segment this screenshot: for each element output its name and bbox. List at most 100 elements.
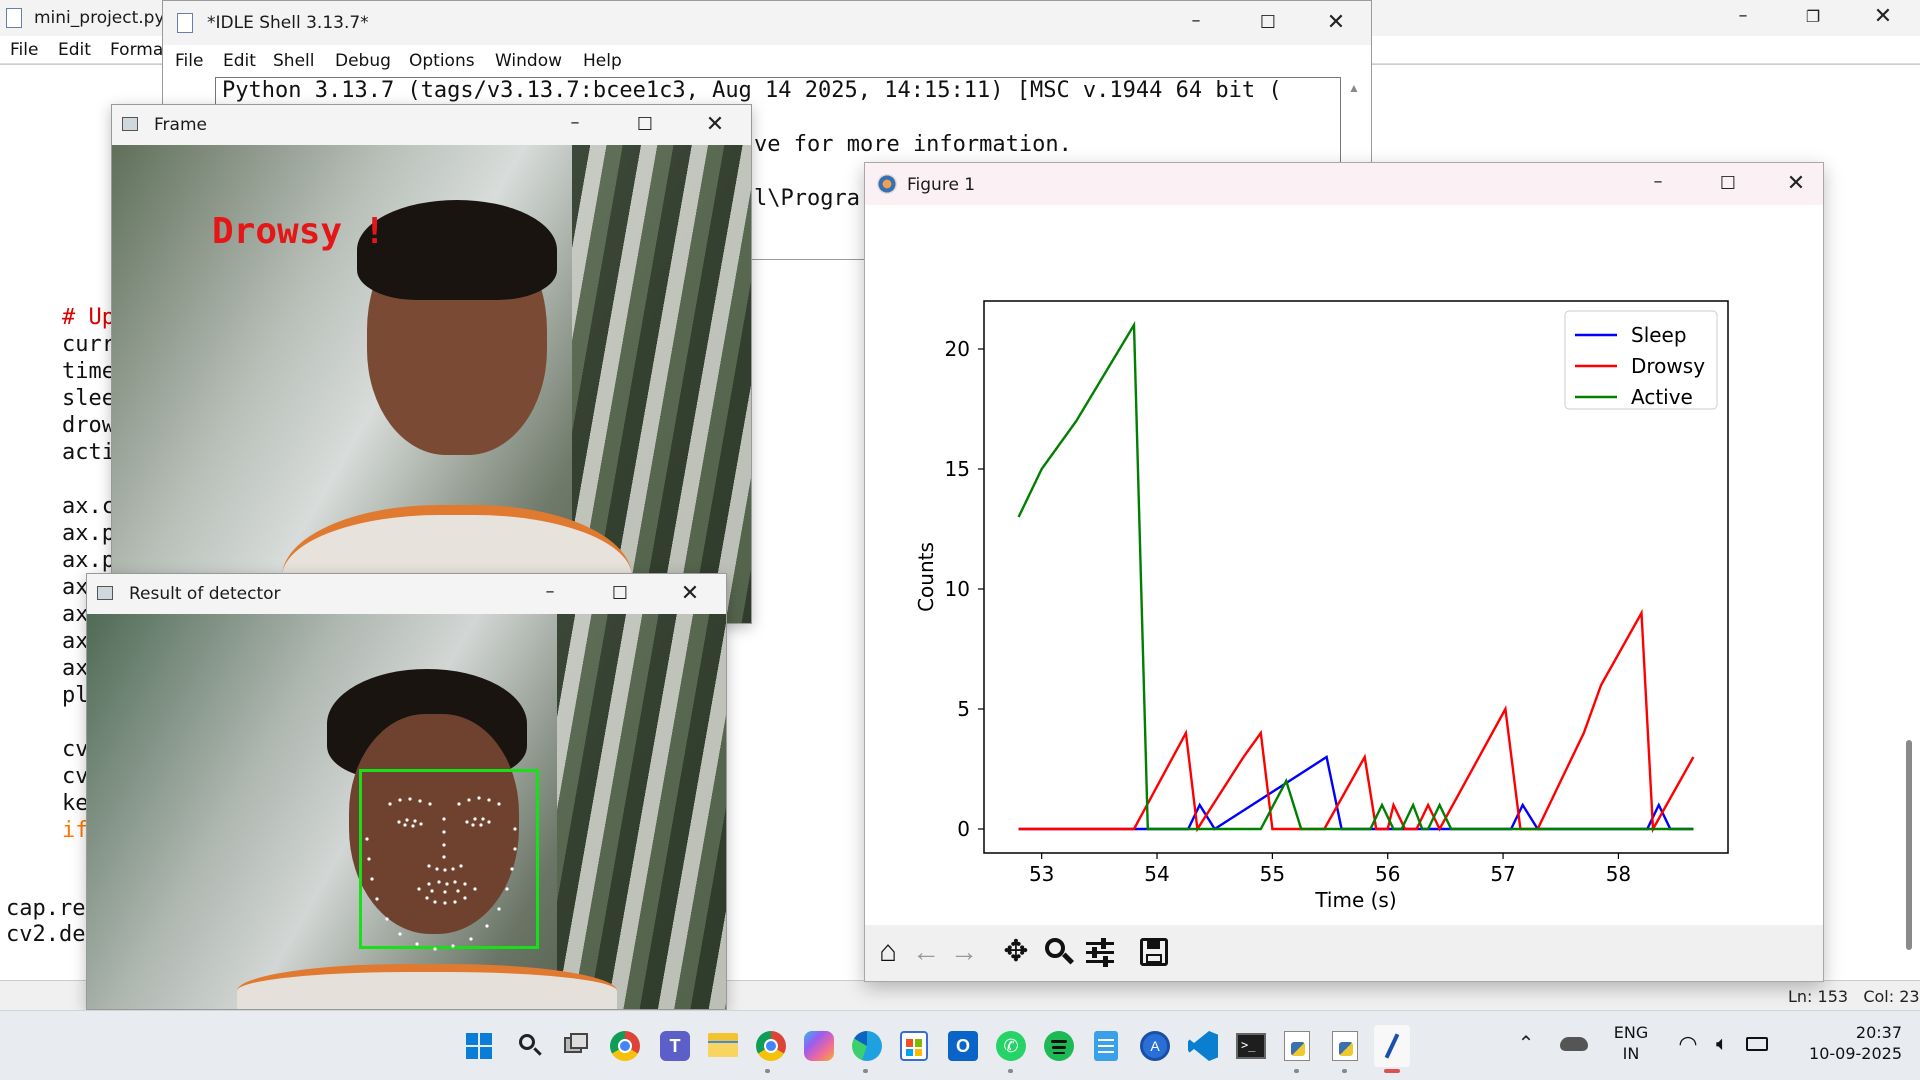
- y-tick-label: 20: [945, 337, 970, 361]
- pen-app-icon[interactable]: [1374, 1025, 1410, 1067]
- shell-minimize-button[interactable]: –: [1191, 10, 1201, 31]
- shell-file-icon: [177, 13, 193, 33]
- editor-code-line: time: [62, 359, 115, 384]
- shell-menu-window[interactable]: Window: [495, 51, 563, 71]
- volume-icon[interactable]: 🔈︎: [1716, 1033, 1728, 1055]
- figure-matplotlib-icon: [877, 174, 897, 194]
- search-icon[interactable]: [516, 1031, 546, 1061]
- detector-close-button[interactable]: ✕: [680, 581, 700, 606]
- battery-icon[interactable]: [1746, 1037, 1768, 1051]
- y-tick-label: 0: [957, 817, 970, 841]
- frame-maximize-button[interactable]: ☐: [636, 114, 654, 135]
- file-explorer-icon[interactable]: [708, 1033, 738, 1057]
- forward-icon[interactable]: →: [950, 936, 978, 967]
- home-icon[interactable]: ⌂: [878, 935, 898, 968]
- editor-menu-edit[interactable]: Edit: [58, 40, 91, 60]
- whatsapp-icon[interactable]: ✆: [996, 1031, 1026, 1061]
- teams-icon[interactable]: T: [660, 1031, 690, 1061]
- save-icon[interactable]: [1137, 935, 1171, 969]
- detector-person-head: [349, 714, 519, 934]
- chrome-profile-icon[interactable]: [756, 1031, 786, 1061]
- detector-minimize-button[interactable]: –: [545, 581, 555, 602]
- editor-code-line: cap.re: [6, 896, 86, 921]
- shell-close-button[interactable]: ✕: [1326, 10, 1346, 35]
- detector-window: Result of detector – ☐ ✕: [86, 573, 727, 1010]
- shell-scroll-up-arrow[interactable]: ▲: [1348, 81, 1360, 95]
- editor-code-line: cv: [62, 764, 89, 789]
- python-idle-icon[interactable]: [1284, 1031, 1310, 1061]
- language-indicator[interactable]: ENG IN: [1606, 1023, 1656, 1069]
- copilot-icon[interactable]: [804, 1031, 834, 1061]
- figure-chart[interactable]: 53 54 55 56 57 58 0 5 10 15 20 Time (s) Counts Sl…: [865, 205, 1823, 925]
- outlook-icon[interactable]: O: [948, 1031, 978, 1061]
- chart-y-axis-label: Counts: [914, 542, 938, 612]
- start-button[interactable]: [466, 1033, 492, 1059]
- shell-titlebar: [163, 1, 1371, 45]
- terminal-icon[interactable]: >_: [1236, 1033, 1266, 1059]
- series-line-drowsy: [1018, 608, 1695, 834]
- figure-close-button[interactable]: ✕: [1786, 171, 1806, 196]
- frame-window-icon: [122, 117, 138, 131]
- detector-titlebar: [87, 574, 726, 614]
- editor-code-line: # Up: [62, 305, 115, 330]
- show-hidden-icons-chevron-up-icon[interactable]: ⌃: [1517, 1033, 1535, 1055]
- shell-menu-help[interactable]: Help: [583, 51, 622, 71]
- frame-title: Frame: [154, 115, 207, 135]
- legend-label-sleep: Sleep: [1631, 323, 1687, 347]
- editor-menu-format[interactable]: Forma: [110, 40, 164, 60]
- back-icon[interactable]: ←: [912, 936, 940, 967]
- frame-close-button[interactable]: ✕: [705, 112, 725, 137]
- editor-menu-file[interactable]: File: [10, 40, 39, 60]
- y-tick-label: 5: [957, 697, 970, 721]
- python-editor-icon[interactable]: [1332, 1031, 1358, 1061]
- figure-minimize-button[interactable]: –: [1653, 171, 1663, 192]
- editor-scrollbar[interactable]: [1906, 740, 1912, 950]
- shell-menu-options[interactable]: Options: [409, 51, 475, 71]
- edge-icon[interactable]: [852, 1031, 882, 1061]
- figure-maximize-button[interactable]: ☐: [1719, 173, 1737, 194]
- pan-icon[interactable]: ✥: [1003, 935, 1029, 968]
- region-code: IN: [1622, 1044, 1640, 1063]
- wifi-icon[interactable]: ◠: [1678, 1031, 1698, 1056]
- language-code: ENG: [1613, 1023, 1649, 1042]
- detector-face-landmarks: [365, 796, 517, 951]
- editor-code-line: ax: [62, 602, 89, 627]
- shell-maximize-button[interactable]: ☐: [1259, 12, 1277, 33]
- x-tick-label: 56: [1375, 862, 1400, 886]
- task-view-icon[interactable]: [564, 1033, 590, 1057]
- shell-menu-debug[interactable]: Debug: [335, 51, 391, 71]
- pen-app-active-indicator: [1384, 1069, 1400, 1073]
- detector-person-body: [237, 964, 617, 1009]
- editor-status-text: Ln: 153 Col: 23: [1788, 987, 1920, 1006]
- frame-titlebar: [112, 105, 751, 145]
- configure-icon[interactable]: [1083, 935, 1117, 969]
- editor-title: mini_project.py: [34, 8, 165, 28]
- store-icon[interactable]: [900, 1031, 928, 1061]
- onedrive-icon[interactable]: [1560, 1037, 1588, 1051]
- chart-series-lines: [1017, 320, 1695, 834]
- editor-restore-button[interactable]: ❐: [1805, 7, 1821, 26]
- detector-maximize-button[interactable]: ☐: [611, 583, 629, 604]
- frame-minimize-button[interactable]: –: [570, 112, 580, 133]
- shell-menu-edit[interactable]: Edit: [223, 51, 256, 71]
- editor-code-line: ax.c: [62, 494, 115, 519]
- chart-x-ticks: 53 54 55 56 57 58: [1029, 853, 1631, 886]
- legend-label-active: Active: [1631, 385, 1693, 409]
- anaconda-icon[interactable]: A: [1140, 1031, 1170, 1061]
- editor-minimize-button[interactable]: –: [1738, 5, 1748, 26]
- spotify-icon[interactable]: [1044, 1031, 1074, 1061]
- shell-menu-shell[interactable]: Shell: [273, 51, 315, 71]
- chrome-icon[interactable]: [610, 1031, 640, 1061]
- figure-window: Figure 1 – ☐ ✕ 53 54 55 56 57 58 0 5 10 15 20 Tim…: [864, 162, 1824, 982]
- editor-code-line: ax: [62, 656, 89, 681]
- editor-code-line: ax.p: [62, 548, 115, 573]
- notepad-icon[interactable]: [1094, 1031, 1118, 1061]
- clock[interactable]: 20:37 10-09-2025: [1790, 1023, 1902, 1069]
- shell-title: *IDLE Shell 3.13.7*: [207, 13, 369, 33]
- shell-menu-file[interactable]: File: [175, 51, 204, 71]
- clock-date: 10-09-2025: [1809, 1044, 1902, 1063]
- detector-curtain: [557, 614, 726, 1009]
- zoom-icon[interactable]: [1041, 935, 1075, 969]
- editor-close-button[interactable]: ✕: [1873, 4, 1893, 29]
- vscode-icon[interactable]: [1188, 1031, 1218, 1061]
